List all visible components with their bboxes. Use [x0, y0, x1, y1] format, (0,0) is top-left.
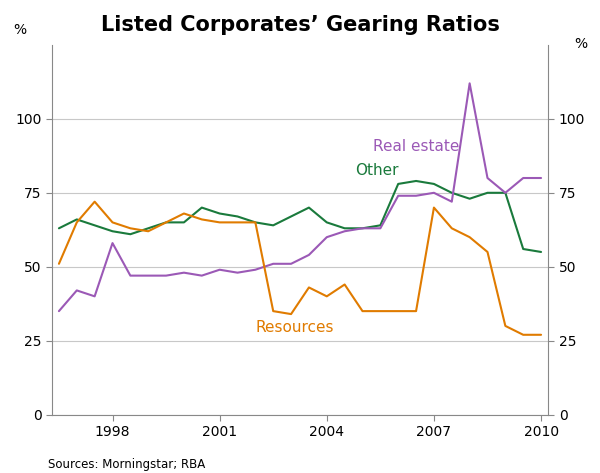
Text: Other: Other	[355, 163, 399, 178]
Text: Real estate: Real estate	[373, 140, 460, 154]
Y-axis label: %: %	[13, 24, 26, 37]
Text: Resources: Resources	[256, 320, 334, 335]
Title: Listed Corporates’ Gearing Ratios: Listed Corporates’ Gearing Ratios	[101, 15, 499, 35]
Text: Sources: Morningstar; RBA: Sources: Morningstar; RBA	[48, 458, 205, 471]
Y-axis label: %: %	[574, 37, 587, 52]
